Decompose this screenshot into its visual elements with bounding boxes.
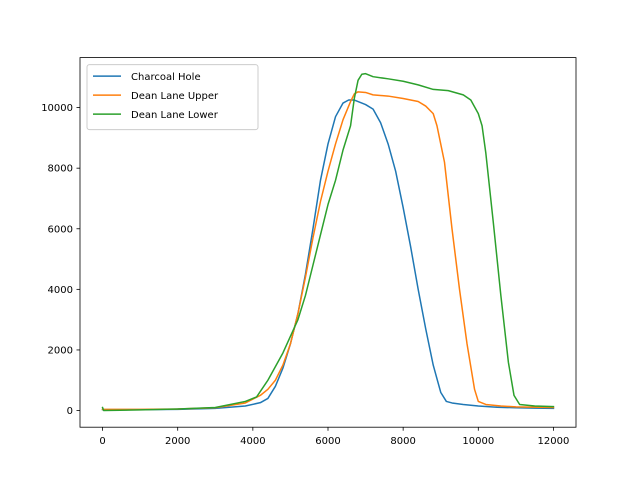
legend-label-2: Dean Lane Lower — [131, 110, 219, 121]
legend: Charcoal Hole Dean Lane Upper Dean Lane Lo… — [86, 64, 259, 131]
y-tick-label: 2000 — [48, 345, 73, 356]
axes-layer: 0 2000 4000 6000 8000 10000 12000 0 2000 4000 6000… — [41, 103, 569, 447]
y-tick-label: 6000 — [48, 224, 73, 235]
x-tick-label: 4000 — [240, 436, 265, 447]
y-tick-label: 10000 — [41, 103, 73, 114]
series-line-0 — [101, 99, 555, 411]
x-tick-label: 8000 — [390, 436, 415, 447]
x-tick-label: 12000 — [538, 436, 570, 447]
legend-label-1: Dean Lane Upper — [131, 91, 219, 102]
legend-box — [86, 64, 259, 131]
legend-label-0: Charcoal Hole — [131, 72, 201, 83]
x-tick-label: 6000 — [315, 436, 340, 447]
x-tick-label: 2000 — [165, 436, 190, 447]
series-layer — [101, 72, 555, 412]
x-tick-label: 0 — [99, 436, 105, 447]
y-tick-label: 8000 — [48, 164, 73, 175]
x-tick-label: 10000 — [462, 436, 494, 447]
series-line-2 — [101, 72, 555, 412]
y-tick-label: 4000 — [48, 285, 73, 296]
y-tick-label: 0 — [67, 406, 73, 417]
